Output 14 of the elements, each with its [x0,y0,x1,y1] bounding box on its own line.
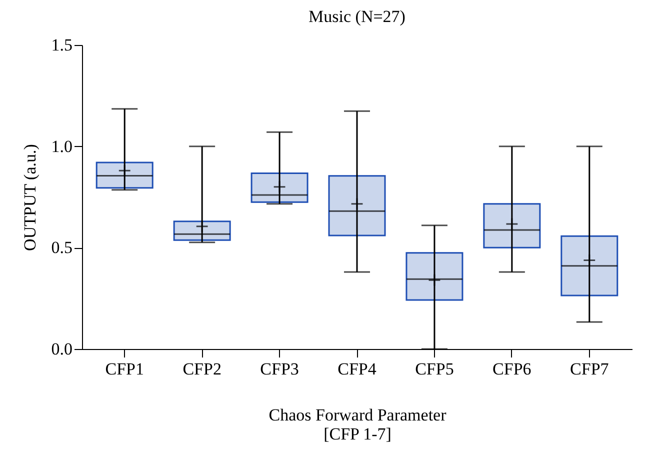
x-tick-label: CFP6 [492,360,532,378]
x-axis-title: Chaos Forward Parameter [CFP 1-7] [268,406,447,444]
y-tick-label: 1.5 [51,36,72,54]
y-tick-label: 0.5 [51,238,72,258]
y-tick-label: 0.0 [51,340,72,358]
chart-title: Music (N=27) [308,7,406,26]
x-tick-label: CFP1 [105,360,144,378]
x-tick-label: CFP2 [182,360,222,378]
y-tick-label: 1.0 [51,136,72,156]
x-tick-label: CFP7 [570,360,610,378]
x-tick-label: CFP4 [338,360,377,378]
x-tick-label: CFP3 [260,360,299,378]
y-axis-title: OUTPUT (a.u.) [20,144,40,251]
x-tick-label: CFP5 [415,360,454,378]
